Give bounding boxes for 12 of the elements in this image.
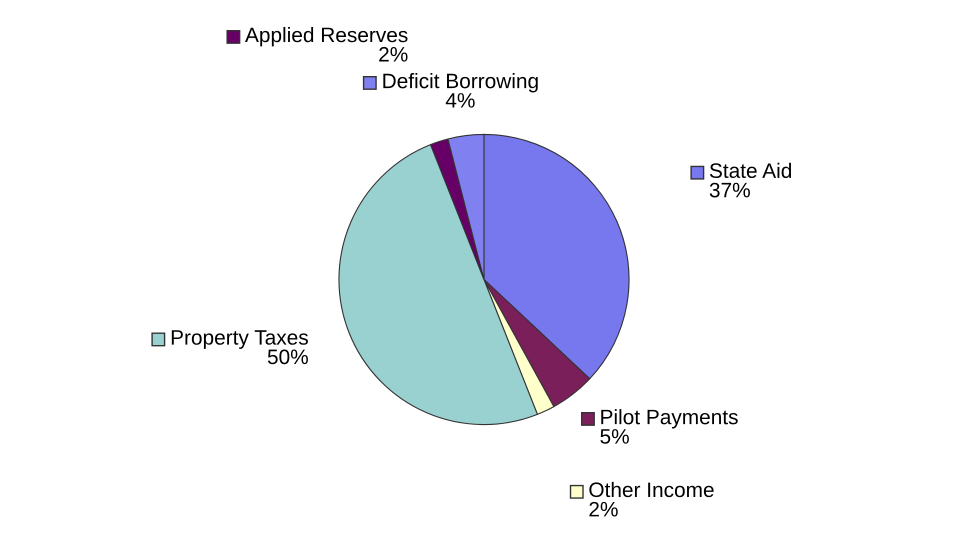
data-label: 4% bbox=[446, 93, 475, 108]
legend-label: Pilot Payments bbox=[601, 409, 738, 428]
data-label: 37% bbox=[710, 182, 750, 198]
legend-label: State Aid bbox=[710, 162, 792, 178]
legend-label: Other Income bbox=[589, 482, 714, 498]
data-label: 50% bbox=[268, 349, 308, 364]
data-label: 2% bbox=[589, 502, 618, 517]
legend-label: Deficit Borrowing bbox=[383, 73, 538, 92]
legend-label: Applied Reserves bbox=[245, 26, 408, 46]
data-label: 2% bbox=[379, 46, 408, 62]
data-label: 5% bbox=[600, 429, 629, 444]
legend-label: Property Taxes bbox=[172, 330, 308, 349]
